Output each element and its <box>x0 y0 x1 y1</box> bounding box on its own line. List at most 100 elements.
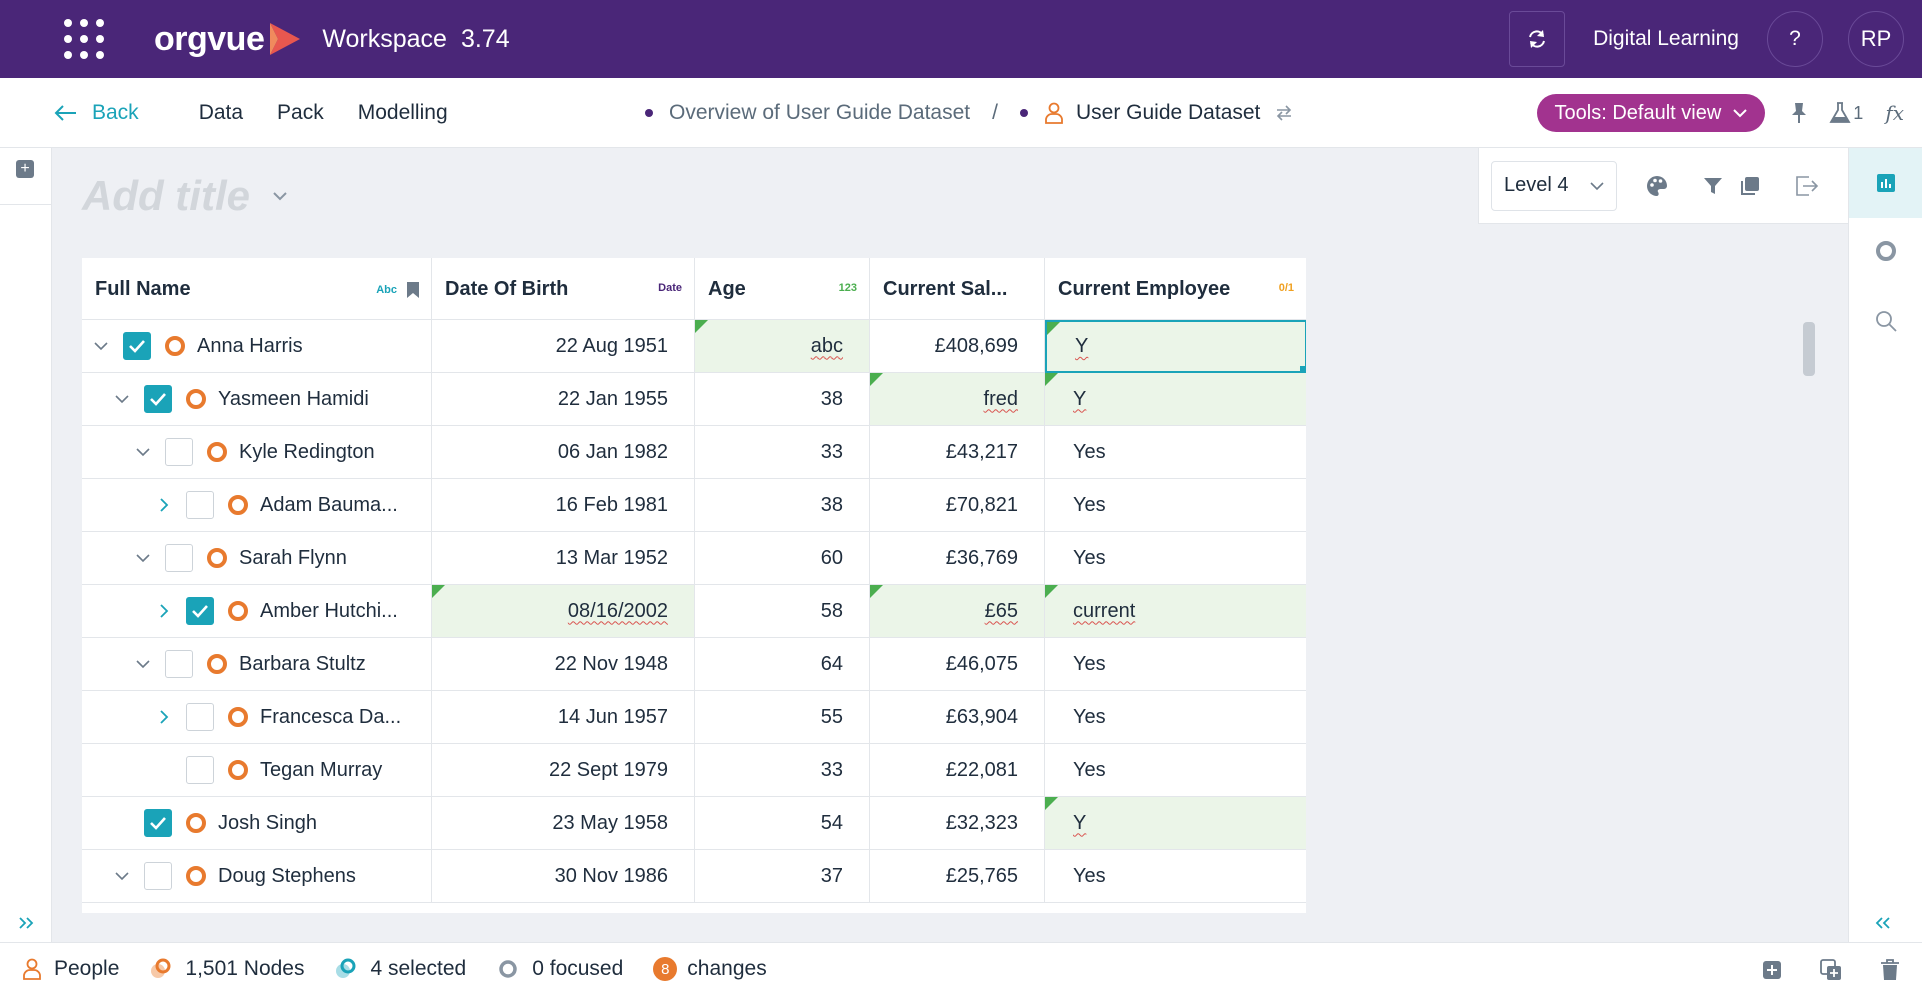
age-cell[interactable]: 55 <box>695 691 870 744</box>
age-cell[interactable]: abc <box>695 320 870 373</box>
back-button[interactable]: Back <box>54 101 139 125</box>
chevron-down-icon[interactable] <box>113 390 131 408</box>
avatar[interactable]: RP <box>1848 11 1904 67</box>
table-row[interactable]: Josh Singh 23 May 1958 54 £32,323 Y <box>82 797 1306 850</box>
name-cell[interactable]: Kyle Redington <box>82 426 432 479</box>
name-cell[interactable]: Tegan Murray <box>82 744 432 797</box>
nav-pack[interactable]: Pack <box>277 100 324 124</box>
chart-view-button[interactable] <box>1849 148 1922 218</box>
dob-cell[interactable]: 22 Jan 1955 <box>432 373 695 426</box>
dob-cell[interactable]: 22 Sept 1979 <box>432 744 695 797</box>
dob-cell[interactable]: 23 May 1958 <box>432 797 695 850</box>
row-checkbox[interactable] <box>165 650 193 678</box>
row-checkbox[interactable] <box>144 809 172 837</box>
row-checkbox[interactable] <box>186 756 214 784</box>
chevron-down-icon[interactable] <box>113 867 131 885</box>
nodes-status[interactable]: 1,501 Nodes <box>149 957 304 981</box>
dob-cell[interactable]: 22 Aug 1951 <box>432 320 695 373</box>
column-header-salary[interactable]: Current Sal... <box>870 258 1045 320</box>
dataset-status[interactable]: People <box>22 957 119 981</box>
add-title[interactable]: Add title <box>82 172 288 220</box>
name-cell[interactable]: Anna Harris <box>82 320 432 373</box>
bookmark-icon[interactable] <box>407 282 419 298</box>
salary-cell[interactable]: £36,769 <box>870 532 1045 585</box>
table-row[interactable]: Adam Bauma... 16 Feb 1981 38 £70,821 Yes <box>82 479 1306 532</box>
row-checkbox[interactable] <box>144 862 172 890</box>
dob-cell[interactable]: 13 Mar 1952 <box>432 532 695 585</box>
table-row[interactable]: Barbara Stultz 22 Nov 1948 64 £46,075 Yes <box>82 638 1306 691</box>
salary-cell[interactable]: fred <box>870 373 1045 426</box>
salary-cell[interactable]: £65 <box>870 585 1045 638</box>
changes-status[interactable]: 8 changes <box>653 957 767 981</box>
salary-cell[interactable]: £22,081 <box>870 744 1045 797</box>
chevron-right-icon[interactable] <box>155 496 173 514</box>
name-cell[interactable]: Adam Bauma... <box>82 479 432 532</box>
help-button[interactable]: ? <box>1767 11 1823 67</box>
age-cell[interactable]: 33 <box>695 426 870 479</box>
search-button[interactable] <box>1849 310 1922 332</box>
row-checkbox[interactable] <box>186 703 214 731</box>
column-header-current-employee[interactable]: Current Employee 0/1 <box>1045 258 1306 320</box>
row-checkbox[interactable] <box>144 385 172 413</box>
employee-cell[interactable]: Yes <box>1045 426 1306 479</box>
apps-grid-icon[interactable] <box>64 19 104 59</box>
row-checkbox[interactable] <box>165 438 193 466</box>
row-checkbox[interactable] <box>186 597 214 625</box>
sync-button[interactable] <box>1509 11 1566 67</box>
table-row[interactable]: Tegan Murray 22 Sept 1979 33 £22,081 Yes <box>82 744 1306 797</box>
employee-cell[interactable]: Yes <box>1045 850 1306 903</box>
row-checkbox[interactable] <box>165 544 193 572</box>
level-select[interactable]: Level 4 <box>1491 160 1617 211</box>
collapse-right-button[interactable] <box>1873 913 1891 936</box>
formula-button[interactable]: fx <box>1885 101 1904 125</box>
breadcrumb-dataset[interactable]: User Guide Dataset <box>1075 101 1261 124</box>
name-cell[interactable]: Yasmeen Hamidi <box>82 373 432 426</box>
tools-view-button[interactable]: Tools: Default view <box>1536 94 1766 132</box>
row-checkbox[interactable] <box>186 491 214 519</box>
column-header-full-name[interactable]: Full Name Abc <box>82 258 432 320</box>
layers-button[interactable] <box>1739 175 1761 197</box>
salary-cell[interactable]: £63,904 <box>870 691 1045 744</box>
table-row[interactable]: Amber Hutchi... 08/16/2002 58 £65 current <box>82 585 1306 638</box>
employee-cell[interactable]: Yes <box>1045 638 1306 691</box>
switch-dataset-icon[interactable] <box>1274 104 1294 122</box>
table-row[interactable]: Anna Harris 22 Aug 1951 abc £408,699 Y <box>82 320 1306 377</box>
salary-cell[interactable]: £46,075 <box>870 638 1045 691</box>
name-cell[interactable]: Francesca Da... <box>82 691 432 744</box>
salary-cell[interactable]: £32,323 <box>870 797 1045 850</box>
age-cell[interactable]: 37 <box>695 850 870 903</box>
chevron-right-icon[interactable] <box>155 708 173 726</box>
org-name[interactable]: Digital Learning <box>1593 27 1739 50</box>
name-cell[interactable]: Josh Singh <box>82 797 432 850</box>
age-cell[interactable]: 64 <box>695 638 870 691</box>
employee-cell[interactable]: current <box>1045 585 1306 638</box>
employee-cell[interactable]: Yes <box>1045 744 1306 797</box>
chevron-down-icon[interactable] <box>134 549 152 567</box>
age-cell[interactable]: 33 <box>695 744 870 797</box>
chevron-down-icon[interactable] <box>134 655 152 673</box>
color-palette-button[interactable] <box>1645 174 1669 198</box>
salary-cell[interactable]: £70,821 <box>870 479 1045 532</box>
filter-button[interactable] <box>1703 176 1723 196</box>
employee-cell[interactable]: Yes <box>1045 691 1306 744</box>
dob-cell[interactable]: 06 Jan 1982 <box>432 426 695 479</box>
table-scrollbar[interactable] <box>1800 320 1818 914</box>
employee-cell[interactable]: Yes <box>1045 532 1306 585</box>
table-row[interactable]: Yasmeen Hamidi 22 Jan 1955 38 fred Y <box>82 373 1306 426</box>
scrollbar-thumb[interactable] <box>1803 322 1815 376</box>
column-header-age[interactable]: Age 123 <box>695 258 870 320</box>
table-row[interactable]: Francesca Da... 14 Jun 1957 55 £63,904 Yes <box>82 691 1306 744</box>
age-cell[interactable]: 60 <box>695 532 870 585</box>
employee-cell[interactable]: Y <box>1045 320 1306 377</box>
chevron-down-icon[interactable] <box>92 337 110 355</box>
salary-cell[interactable]: £25,765 <box>870 850 1045 903</box>
name-cell[interactable]: Doug Stephens <box>82 850 432 903</box>
name-cell[interactable]: Sarah Flynn <box>82 532 432 585</box>
nav-modelling[interactable]: Modelling <box>357 100 448 124</box>
chevron-right-icon[interactable] <box>155 602 173 620</box>
breadcrumb-overview[interactable]: Overview of User Guide Dataset <box>669 101 971 124</box>
column-header-dob[interactable]: Date Of Birth Date <box>432 258 695 320</box>
age-cell[interactable]: 54 <box>695 797 870 850</box>
dob-cell[interactable]: 14 Jun 1957 <box>432 691 695 744</box>
orgvue-logo[interactable]: orgvue <box>154 20 304 59</box>
